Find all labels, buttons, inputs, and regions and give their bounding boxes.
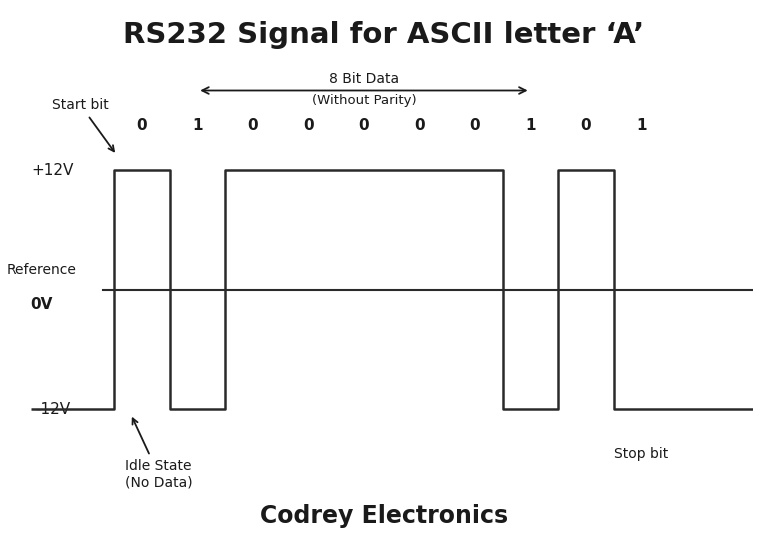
Text: 8 Bit Data: 8 Bit Data [329, 72, 399, 86]
Text: Codrey Electronics: Codrey Electronics [260, 504, 508, 528]
Text: Reference: Reference [7, 263, 77, 277]
Text: 1: 1 [525, 118, 536, 133]
Text: 0: 0 [581, 118, 591, 133]
Text: Start bit: Start bit [52, 98, 114, 151]
Text: (Without Parity): (Without Parity) [312, 94, 416, 107]
Text: Stop bit: Stop bit [614, 447, 669, 461]
Text: 1: 1 [637, 118, 647, 133]
Text: 0: 0 [414, 118, 425, 133]
Text: +12V: +12V [31, 163, 74, 178]
Text: 0V: 0V [31, 297, 53, 312]
Text: 0: 0 [137, 118, 147, 133]
Text: RS232 Signal for ASCII letter ‘A’: RS232 Signal for ASCII letter ‘A’ [124, 21, 644, 49]
Text: Idle State
(No Data): Idle State (No Data) [124, 419, 192, 489]
Text: -12V: -12V [35, 402, 71, 416]
Text: 1: 1 [192, 118, 203, 133]
Text: 0: 0 [247, 118, 258, 133]
Text: 0: 0 [303, 118, 313, 133]
Text: 0: 0 [470, 118, 480, 133]
Text: 0: 0 [359, 118, 369, 133]
